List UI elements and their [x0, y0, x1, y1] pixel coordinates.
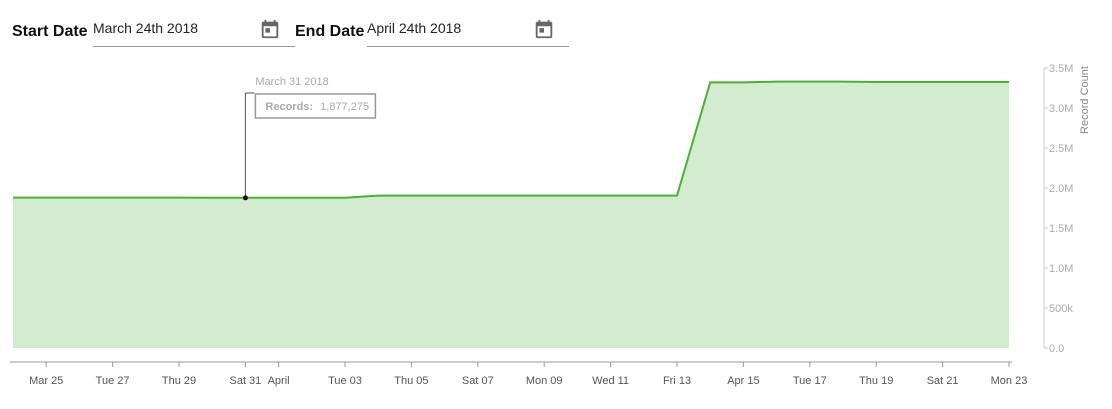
x-tick-label: Thu 05	[394, 375, 428, 387]
tooltip-records-label: Records:	[265, 101, 313, 113]
x-tick-label: Thu 29	[162, 375, 196, 387]
x-tick-label: Apr 15	[727, 375, 759, 387]
series-line	[13, 80, 1009, 199]
y-tick-label: 3.5M	[1049, 63, 1073, 75]
x-tick-label: Mon 09	[526, 375, 563, 387]
tooltip-records-value: 1,877,275	[320, 101, 369, 113]
x-tick-label: Sat 31	[229, 375, 261, 387]
calendar-icon[interactable]	[259, 18, 281, 40]
y-tick-label: 500k	[1049, 303, 1073, 315]
end-date-field[interactable]	[367, 14, 569, 47]
y-tick-label: 3.0M	[1049, 103, 1073, 115]
x-tick-label: Sat 21	[927, 375, 959, 387]
x-tick-label: Sat 07	[462, 375, 494, 387]
start-date-input[interactable]	[93, 20, 253, 36]
y-axis-title: Record Count	[1079, 66, 1091, 134]
x-tick-label: April	[268, 375, 290, 387]
tooltip-marker	[242, 195, 248, 201]
tooltip-date: March 31 2018	[255, 76, 328, 88]
calendar-icon[interactable]	[533, 18, 555, 40]
y-tick-label: 0.0	[1049, 343, 1064, 355]
x-tick-label: Tue 17	[793, 375, 827, 387]
area-fill	[13, 81, 1009, 348]
x-tick-label: Mon 23	[991, 375, 1028, 387]
x-axis: Mar 25 Tue 27 Thu 29 Sat 31 April Tue 03 Thu 0…	[10, 361, 1028, 387]
tooltip-records: Records: 1,877,275	[265, 101, 369, 113]
end-date-input[interactable]	[367, 20, 527, 36]
x-tick-label: Thu 19	[859, 375, 893, 387]
y-tick-label: 2.5M	[1049, 143, 1073, 155]
x-tick-label: Wed 11	[592, 375, 629, 387]
y-axis: 0.0 500k 1.0M 1.5M 2.0M 2.5M 3.0M 3.5M	[1043, 63, 1073, 355]
x-tick-label: Fri 13	[663, 375, 691, 387]
y-tick-label: 1.0M	[1049, 263, 1073, 275]
y-tick-label: 2.0M	[1049, 183, 1073, 195]
start-date-field[interactable]	[93, 14, 295, 47]
start-date-label: Start Date	[12, 23, 88, 40]
y-tick-label: 1.5M	[1049, 223, 1073, 235]
x-tick-label: Tue 27	[96, 375, 130, 387]
x-tick-label: Tue 03	[328, 375, 362, 387]
x-tick-label: Mar 25	[29, 375, 63, 387]
end-date-label: End Date	[295, 23, 365, 40]
date-range-filter: Start Date End Date	[12, 14, 612, 48]
tooltip: March 31 2018 Records: 1,877,275	[242, 76, 377, 201]
tooltip-box	[254, 93, 377, 119]
